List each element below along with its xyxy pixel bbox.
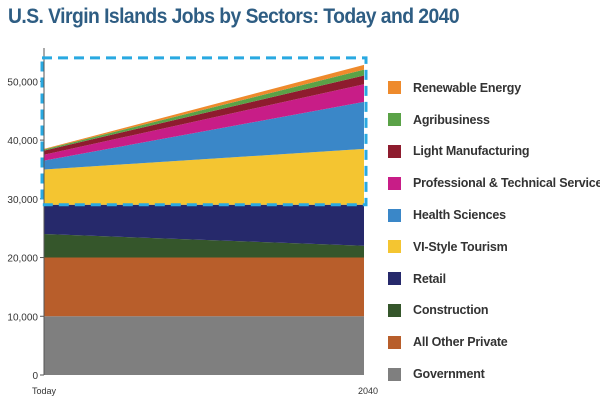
legend-item-retail: Retail	[388, 263, 600, 295]
legend-label: Government	[413, 367, 485, 382]
legend-item-agribusiness: Agribusiness	[388, 104, 600, 136]
legend-swatch	[388, 303, 401, 317]
highlight-box	[40, 56, 368, 207]
legend-swatch	[388, 367, 401, 381]
legend-swatch	[388, 113, 401, 127]
legend-swatch	[388, 272, 401, 286]
legend-swatch	[388, 335, 401, 349]
legend-item-renewable-energy: Renewable Energy	[388, 72, 600, 104]
stacked-areas	[44, 64, 364, 375]
y-tick-label: 10,000	[7, 312, 38, 323]
legend-swatch	[388, 208, 401, 222]
area-renewable-energy	[44, 64, 364, 150]
legend-label: Agribusiness	[413, 112, 490, 127]
y-tick-label: 20,000	[7, 254, 38, 265]
legend-swatch	[388, 144, 401, 158]
area-retail	[44, 204, 364, 246]
area-professional-technical-services	[44, 84, 364, 161]
y-tick-label: 30,000	[7, 195, 38, 206]
area-all-other-private	[44, 257, 364, 317]
legend-swatch	[388, 176, 401, 190]
legend-label: All Other Private	[413, 335, 508, 350]
y-tick-label: 40,000	[7, 136, 38, 147]
legend-label: Health Sciences	[413, 208, 506, 223]
legend-label: Construction	[413, 303, 489, 318]
legend: Renewable Energy Agribusiness Light Manufa…	[388, 72, 600, 390]
legend-swatch	[388, 81, 401, 95]
legend-swatch	[388, 240, 401, 254]
legend-label: Professional & Technical Services	[413, 176, 600, 191]
highlight-box-group	[40, 56, 368, 207]
legend-item-professional-technical-services: Professional & Technical Services	[388, 167, 600, 199]
y-tick-label: 50,000	[7, 77, 38, 88]
legend-item-government: Government	[388, 358, 600, 390]
area-vi-style-tourism	[44, 148, 364, 205]
legend-item-vi-style-tourism: VI-Style Tourism	[388, 231, 600, 263]
area-government	[44, 316, 364, 375]
legend-item-all-other-private: All Other Private	[388, 326, 600, 358]
legend-item-health-sciences: Health Sciences	[388, 199, 600, 231]
legend-label: Retail	[413, 271, 446, 286]
legend-label: VI-Style Tourism	[413, 239, 508, 254]
y-tick-label: 0	[32, 371, 38, 382]
area-construction	[44, 234, 364, 258]
legend-label: Renewable Energy	[413, 80, 521, 95]
x-tick-label: 2040	[358, 386, 378, 396]
legend-label: Light Manufacturing	[413, 144, 530, 159]
legend-item-construction: Construction	[388, 295, 600, 327]
area-agribusiness	[44, 69, 364, 151]
legend-item-light-manufacturing: Light Manufacturing	[388, 136, 600, 168]
area-health-sciences	[44, 101, 364, 170]
area-light-manufacturing	[44, 75, 364, 155]
chart-title: U.S. Virgin Islands Jobs by Sectors: Tod…	[8, 5, 460, 28]
x-tick-label: Today	[32, 386, 57, 396]
